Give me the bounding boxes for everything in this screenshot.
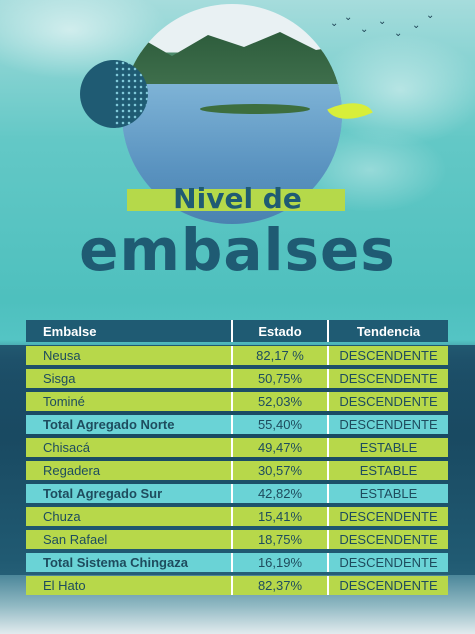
table-row: Tominé 52,03% DESCENDENTE: [26, 392, 448, 411]
cell-tendencia: DESCENDENTE: [327, 507, 448, 526]
cell-embalse: Total Sistema Chingaza: [26, 553, 231, 572]
cell-tendencia: ESTABLE: [327, 438, 448, 457]
cell-tendencia: DESCENDENTE: [327, 553, 448, 572]
cell-embalse: Total Agregado Sur: [26, 484, 231, 503]
table-row: Chuza 15,41% DESCENDENTE: [26, 507, 448, 526]
table-row: Total Agregado Norte 55,40% DESCENDENTE: [26, 415, 448, 434]
header-estado: Estado: [231, 320, 327, 342]
cell-estado: 82,37%: [231, 576, 327, 595]
island: [200, 104, 310, 114]
cell-embalse: San Rafael: [26, 530, 231, 549]
table-row: Chisacá 49,47% ESTABLE: [26, 438, 448, 457]
cell-tendencia: DESCENDENTE: [327, 369, 448, 388]
table-header: Embalse Estado Tendencia: [26, 320, 448, 342]
cell-embalse: Total Agregado Norte: [26, 415, 231, 434]
cell-estado: 52,03%: [231, 392, 327, 411]
cell-tendencia: DESCENDENTE: [327, 576, 448, 595]
cell-tendencia: DESCENDENTE: [327, 415, 448, 434]
cell-embalse: El Hato: [26, 576, 231, 595]
cell-estado: 49,47%: [231, 438, 327, 457]
cell-tendencia: DESCENDENTE: [327, 346, 448, 365]
table-row: Total Agregado Sur 42,82% ESTABLE: [26, 484, 448, 503]
cell-embalse: Chisacá: [26, 438, 231, 457]
title-line1: Nivel de: [173, 182, 302, 215]
cell-estado: 16,19%: [231, 553, 327, 572]
cell-embalse: Regadera: [26, 461, 231, 480]
table-row: Neusa 82,17 % DESCENDENTE: [26, 346, 448, 365]
decorative-dotted-circle: [80, 60, 148, 128]
cell-embalse: Tominé: [26, 392, 231, 411]
cell-estado: 42,82%: [231, 484, 327, 503]
cell-estado: 55,40%: [231, 415, 327, 434]
table-row: Total Sistema Chingaza 16,19% DESCENDENTE: [26, 553, 448, 572]
reservoir-table: Embalse Estado Tendencia Neusa 82,17 % DES…: [26, 316, 448, 599]
cell-embalse: Chuza: [26, 507, 231, 526]
table-row: El Hato 82,37% DESCENDENTE: [26, 576, 448, 595]
title-highlight: [127, 189, 345, 211]
table-row: Regadera 30,57% ESTABLE: [26, 461, 448, 480]
cell-tendencia: DESCENDENTE: [327, 530, 448, 549]
header-embalse: Embalse: [26, 320, 231, 342]
cell-estado: 30,57%: [231, 461, 327, 480]
title-line2: embalses: [79, 216, 396, 284]
cell-estado: 82,17 %: [231, 346, 327, 365]
cell-tendencia: ESTABLE: [327, 484, 448, 503]
header-tendencia: Tendencia: [327, 320, 448, 342]
cell-embalse: Sisga: [26, 369, 231, 388]
cell-embalse: Neusa: [26, 346, 231, 365]
table-row: Sisga 50,75% DESCENDENTE: [26, 369, 448, 388]
cell-estado: 50,75%: [231, 369, 327, 388]
cell-tendencia: DESCENDENTE: [327, 392, 448, 411]
cell-tendencia: ESTABLE: [327, 461, 448, 480]
cell-estado: 15,41%: [231, 507, 327, 526]
cell-estado: 18,75%: [231, 530, 327, 549]
mountains: [122, 32, 342, 86]
table-row: San Rafael 18,75% DESCENDENTE: [26, 530, 448, 549]
